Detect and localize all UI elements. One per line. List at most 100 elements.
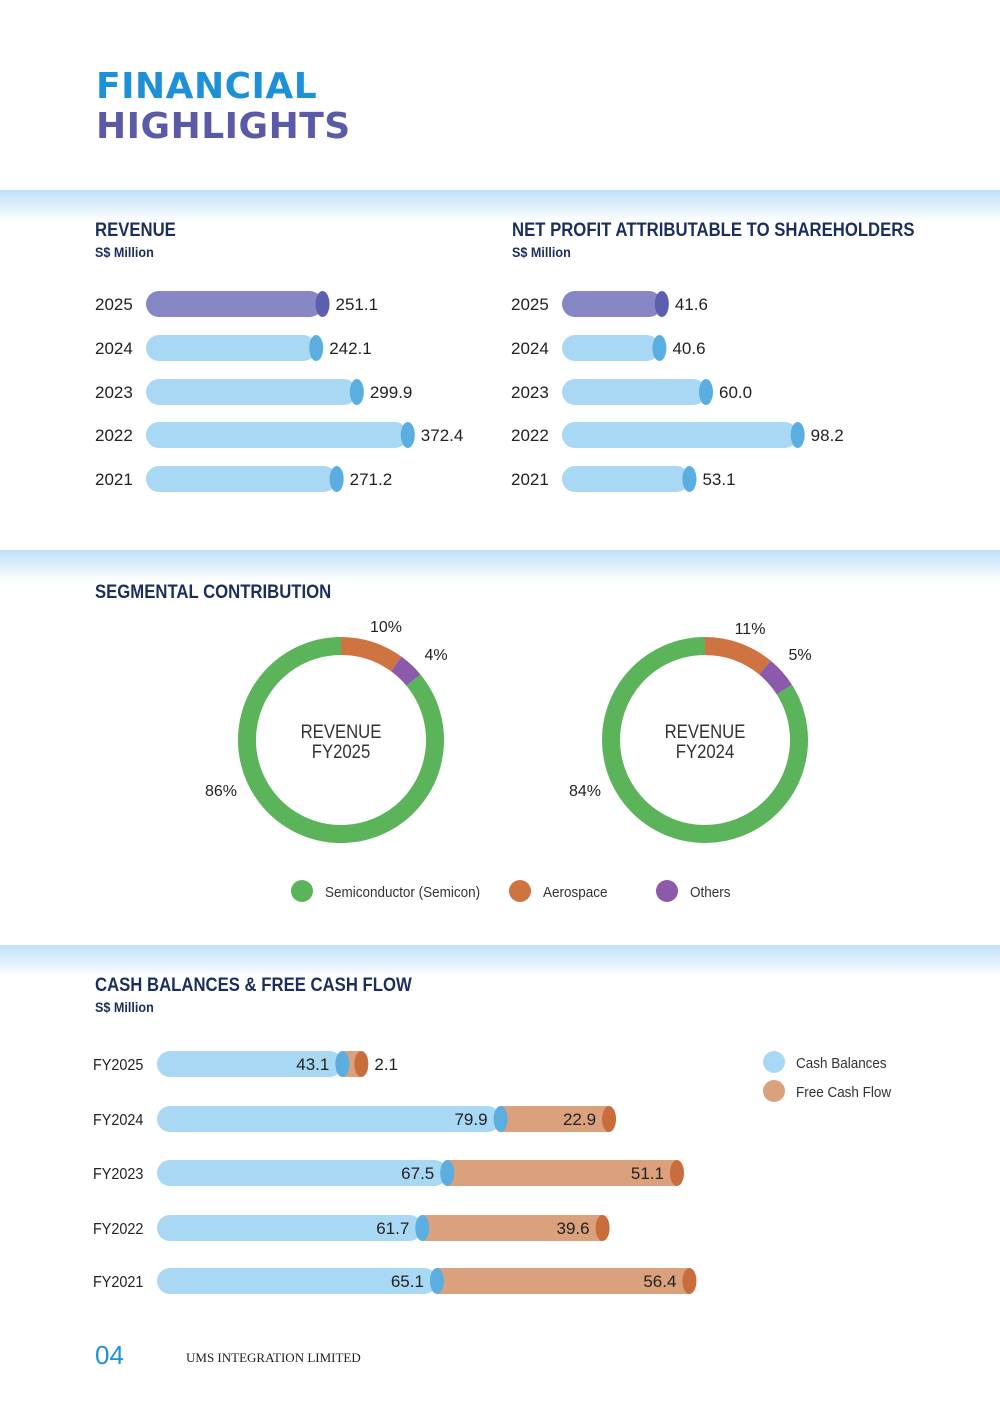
free-cash-flow-bar — [447, 1160, 677, 1186]
free-cash-flow-bar — [500, 1106, 610, 1132]
bar — [562, 335, 660, 361]
page-title-line2: HIGHLIGHTS — [96, 106, 351, 147]
free-cash-flow-bar-cap — [602, 1106, 617, 1132]
cash-balance-bar — [157, 1215, 423, 1241]
cash-balance-bar — [157, 1268, 437, 1294]
bar — [146, 291, 323, 317]
category-label: FY2023 — [93, 1165, 143, 1183]
year-label: 2022 — [511, 426, 549, 445]
bar-cap — [315, 291, 330, 317]
cash-balance-value: 65.1 — [391, 1272, 424, 1291]
cash-balance-value: 79.9 — [454, 1110, 487, 1129]
slice-label: 4% — [424, 647, 447, 664]
value-label: 372.4 — [421, 426, 464, 445]
free-cash-flow-bar-cap — [354, 1051, 369, 1077]
donut-center-label: FY2024 — [676, 741, 735, 762]
donut-slice-others — [390, 656, 421, 687]
free-cash-flow-value: 22.9 — [563, 1110, 596, 1129]
net-profit-unit: S$ Million — [512, 244, 571, 260]
year-label: 2024 — [95, 339, 133, 358]
cash-unit: S$ Million — [95, 999, 154, 1015]
free-cash-flow-value: 39.6 — [556, 1219, 589, 1238]
year-label: 2023 — [95, 383, 133, 402]
bar-cap — [682, 466, 697, 492]
year-label: 2023 — [511, 383, 549, 402]
legend-label: Aerospace — [543, 884, 608, 901]
legend-label: Free Cash Flow — [796, 1084, 892, 1101]
free-cash-flow-value: 2.1 — [374, 1055, 398, 1074]
free-cash-flow-bar-cap — [682, 1268, 697, 1294]
cash-balance-bar-cap — [415, 1215, 430, 1241]
cash-balance-value: 43.1 — [296, 1055, 329, 1074]
donut-center-label: REVENUE — [665, 721, 746, 742]
value-label: 60.0 — [719, 383, 752, 402]
year-label: 2025 — [511, 295, 549, 314]
segmental-title: SEGMENTAL CONTRIBUTION — [95, 582, 332, 603]
cash-balance-bar — [157, 1106, 501, 1132]
legend-dot — [291, 880, 313, 902]
year-label: 2021 — [511, 470, 549, 489]
year-label: 2025 — [95, 295, 133, 314]
value-label: 251.1 — [336, 295, 379, 314]
bar — [146, 335, 317, 361]
donut-slice-semiconductor — [238, 637, 444, 843]
net-profit-title: NET PROFIT ATTRIBUTABLE TO SHAREHOLDERS — [512, 220, 915, 241]
value-label: 271.2 — [350, 470, 393, 489]
cash-balance-bar-cap — [335, 1051, 350, 1077]
value-label: 41.6 — [675, 295, 708, 314]
cash-balance-bar — [157, 1160, 448, 1186]
bar-cap — [652, 335, 667, 361]
category-label: FY2022 — [93, 1220, 143, 1238]
slice-label: 11% — [735, 621, 766, 638]
donut-slice-others — [758, 660, 792, 695]
revenue-unit: S$ Million — [95, 244, 154, 260]
bar — [146, 379, 357, 405]
legend-label: Others — [690, 884, 730, 901]
section-divider — [0, 945, 1000, 977]
bar-cap — [329, 466, 344, 492]
bar-cap — [654, 291, 669, 317]
donut-slice-semiconductor — [602, 637, 808, 843]
value-label: 299.9 — [370, 383, 413, 402]
bar-cap — [400, 422, 415, 448]
value-label: 242.1 — [329, 339, 372, 358]
donut-slice-aerospace — [704, 637, 771, 675]
free-cash-flow-bar — [422, 1215, 603, 1241]
legend-label: Cash Balances — [796, 1055, 887, 1072]
bar-cap — [699, 379, 713, 405]
category-label: FY2021 — [93, 1273, 143, 1291]
free-cash-flow-value: 51.1 — [631, 1164, 664, 1183]
donut-center-label: FY2025 — [312, 741, 371, 762]
revenue-title: REVENUE — [95, 220, 176, 241]
year-label: 2022 — [95, 426, 133, 445]
bar — [562, 422, 798, 448]
category-label: FY2025 — [93, 1056, 143, 1074]
page-title-line1: FINANCIAL — [96, 66, 318, 107]
year-label: 2024 — [511, 339, 549, 358]
value-label: 40.6 — [672, 339, 705, 358]
donut-slice-aerospace — [340, 637, 402, 672]
value-label: 53.1 — [702, 470, 735, 489]
free-cash-flow-bar — [436, 1268, 690, 1294]
bar — [146, 422, 408, 448]
legend-dot — [656, 880, 678, 902]
cash-balance-value: 61.7 — [376, 1219, 409, 1238]
donut-center-label: REVENUE — [301, 721, 382, 742]
legend-dot — [763, 1080, 785, 1102]
bar — [562, 379, 706, 405]
bar — [562, 291, 662, 317]
bar-cap — [309, 335, 324, 361]
cash-balance-bar — [157, 1051, 343, 1077]
bar-cap — [349, 379, 364, 405]
page-number: 04 — [95, 1340, 124, 1370]
slice-label: 10% — [370, 619, 402, 636]
slice-label: 86% — [205, 783, 237, 800]
free-cash-flow-bar-cap — [669, 1160, 684, 1186]
cash-title: CASH BALANCES & FREE CASH FLOW — [95, 975, 412, 996]
bar-cap — [790, 422, 805, 448]
cash-balance-bar-cap — [493, 1106, 508, 1132]
year-label: 2021 — [95, 470, 133, 489]
category-label: FY2024 — [93, 1111, 144, 1129]
slice-label: 5% — [788, 647, 811, 664]
